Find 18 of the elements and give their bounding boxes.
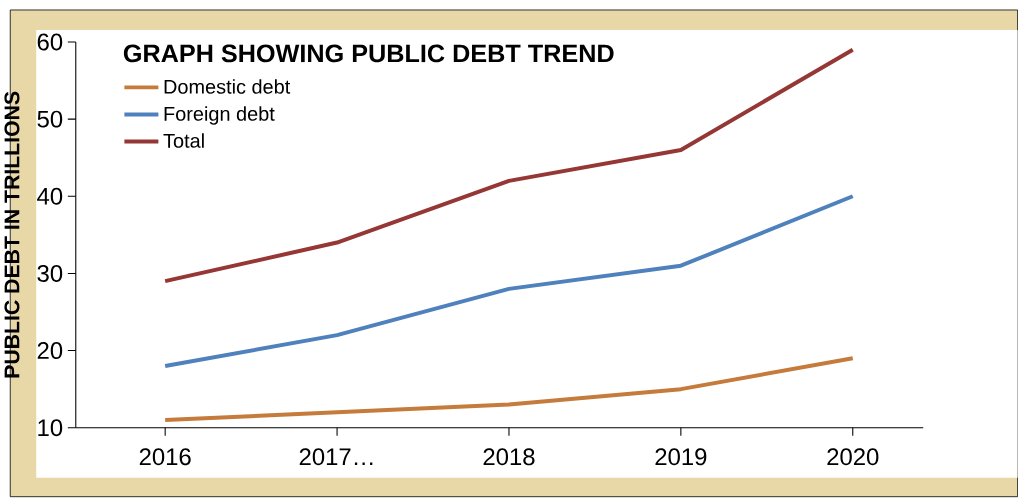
- chart-title: GRAPH SHOWING PUBLIC DEBT TREND: [123, 44, 614, 63]
- y-tick-label: 30: [37, 265, 63, 283]
- x-tick-label: 2018: [483, 448, 535, 466]
- x-tick-label: 2019: [655, 448, 707, 466]
- x-tick-label: 2020: [827, 448, 879, 466]
- legend-label: Total: [163, 133, 204, 149]
- y-axis-title: PUBLIC DEBT IN TRILLIONS: [4, 91, 20, 378]
- x-tick-label: 2017…: [299, 448, 373, 466]
- y-tick-label: 50: [37, 110, 63, 128]
- y-tick-label: 10: [38, 419, 63, 437]
- y-tick-label: 20: [37, 342, 63, 360]
- legend-label: Foreign debt: [164, 106, 275, 125]
- line-series: [163, 356, 855, 423]
- x-tick-label: 2016: [139, 448, 191, 466]
- line-series: [163, 194, 855, 369]
- legend-label: Domestic debt: [164, 79, 291, 94]
- y-tick-label: 60: [37, 33, 63, 51]
- y-tick-label: 40: [37, 187, 63, 205]
